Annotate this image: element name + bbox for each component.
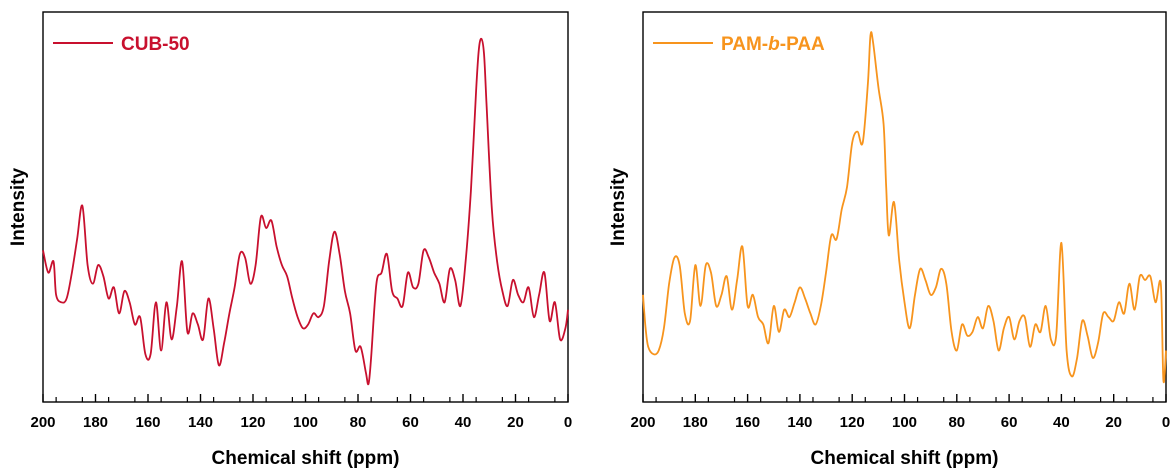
x-tick-label: 140	[787, 414, 812, 431]
series-line-pam-b-paa	[642, 31, 1167, 384]
x-tick-label: 180	[83, 414, 108, 431]
x-tick-label: 120	[840, 414, 865, 431]
plot-frame-pam-b-paa	[642, 11, 1167, 403]
x-tick-label: 60	[1001, 414, 1018, 431]
x-tick-label: 120	[240, 414, 265, 431]
x-tick-label: 40	[1053, 414, 1070, 431]
series-line-cub-50	[42, 37, 569, 386]
legend-label-cub-50: CUB-50	[121, 34, 190, 55]
x-tick-label: 200	[30, 414, 55, 431]
x-tick-label: 60	[402, 414, 419, 431]
x-axis-title: Chemical shift (ppm)	[212, 448, 400, 469]
x-tick-label: 20	[1105, 414, 1122, 431]
x-tick-label: 160	[135, 414, 160, 431]
x-tick-label: 180	[683, 414, 708, 431]
y-axis-title: Intensity	[608, 168, 629, 247]
legend-label-pam-b-paa: PAM-b-PAA	[721, 34, 825, 55]
plot-frame-cub-50	[42, 11, 569, 403]
y-axis-title: Intensity	[8, 168, 29, 247]
x-tick-label: 20	[507, 414, 524, 431]
x-tick-label: 100	[293, 414, 318, 431]
x-tick-label: 40	[455, 414, 472, 431]
x-tick-label: 140	[188, 414, 213, 431]
x-tick-label: 80	[350, 414, 367, 431]
x-tick-label: 80	[948, 414, 965, 431]
x-axis-title: Chemical shift (ppm)	[811, 448, 999, 469]
x-tick-label: 0	[1162, 414, 1170, 431]
x-tick-label: 100	[892, 414, 917, 431]
x-tick-label: 160	[735, 414, 760, 431]
x-tick-label: 0	[564, 414, 572, 431]
x-tick-label: 200	[630, 414, 655, 431]
